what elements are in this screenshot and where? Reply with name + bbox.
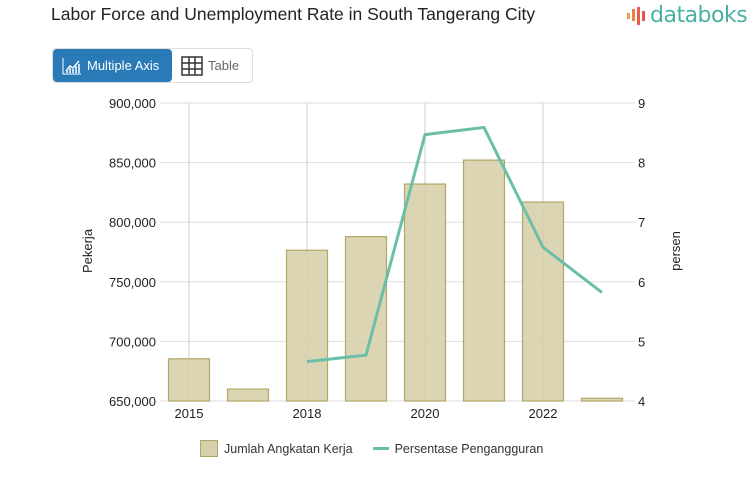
left-tick-label: 900,000 (109, 96, 156, 111)
bar-2015 (167, 358, 211, 402)
unemployment-line (306, 125, 603, 364)
x-tick-label: 2022 (529, 406, 558, 421)
table-grid-icon (181, 55, 203, 76)
right-tick-label: 5 (638, 334, 645, 349)
table-label: Table (208, 58, 240, 73)
right-tick-label: 6 (638, 275, 645, 290)
chart-icon (62, 57, 81, 74)
left-tick-label: 700,000 (109, 334, 156, 349)
legend-bar-label[interactable]: Jumlah Angkatan Kerja (224, 441, 353, 456)
databoks-logo: databoks (626, 3, 748, 28)
bar-2023 (580, 397, 624, 402)
chart-title: Labor Force and Unemployment Rate in Sou… (51, 4, 536, 24)
multiple-axis-label: Multiple Axis (87, 58, 160, 73)
bar-2016 (226, 388, 270, 402)
multiple-axis-button[interactable]: Multiple Axis (53, 49, 172, 82)
right-tick-label: 4 (638, 394, 645, 409)
bar-2018 (285, 249, 329, 402)
right-axis-label: persen (668, 231, 683, 271)
logo-text: databoks (650, 3, 748, 28)
bar-2019 (344, 236, 388, 402)
logo-bars-icon (627, 6, 645, 25)
left-axis-label: Pekerja (80, 228, 95, 273)
right-tick-label: 7 (638, 215, 645, 230)
bar-2020 (403, 183, 447, 402)
view-toggle: Multiple Axis Table (52, 48, 253, 83)
x-tick-label: 2020 (411, 406, 440, 421)
table-button[interactable]: Table (172, 49, 252, 82)
left-tick-label: 800,000 (109, 215, 156, 230)
bar-2021 (462, 159, 506, 402)
left-tick-label: 650,000 (109, 394, 156, 409)
right-tick-label: 9 (638, 96, 645, 111)
right-tick-label: 8 (638, 156, 645, 171)
left-tick-label: 750,000 (109, 275, 156, 290)
bar-2022 (521, 201, 565, 402)
legend-bar-swatch (200, 440, 218, 457)
legend-line-label[interactable]: Persentase Pengangguran (394, 441, 544, 456)
x-tick-label: 2018 (293, 406, 322, 421)
legend-line-swatch (372, 447, 389, 450)
left-tick-label: 850,000 (109, 156, 156, 171)
x-tick-label: 2015 (175, 406, 204, 421)
legend: Jumlah Angkatan Kerja Persentase Pengang… (200, 440, 543, 457)
